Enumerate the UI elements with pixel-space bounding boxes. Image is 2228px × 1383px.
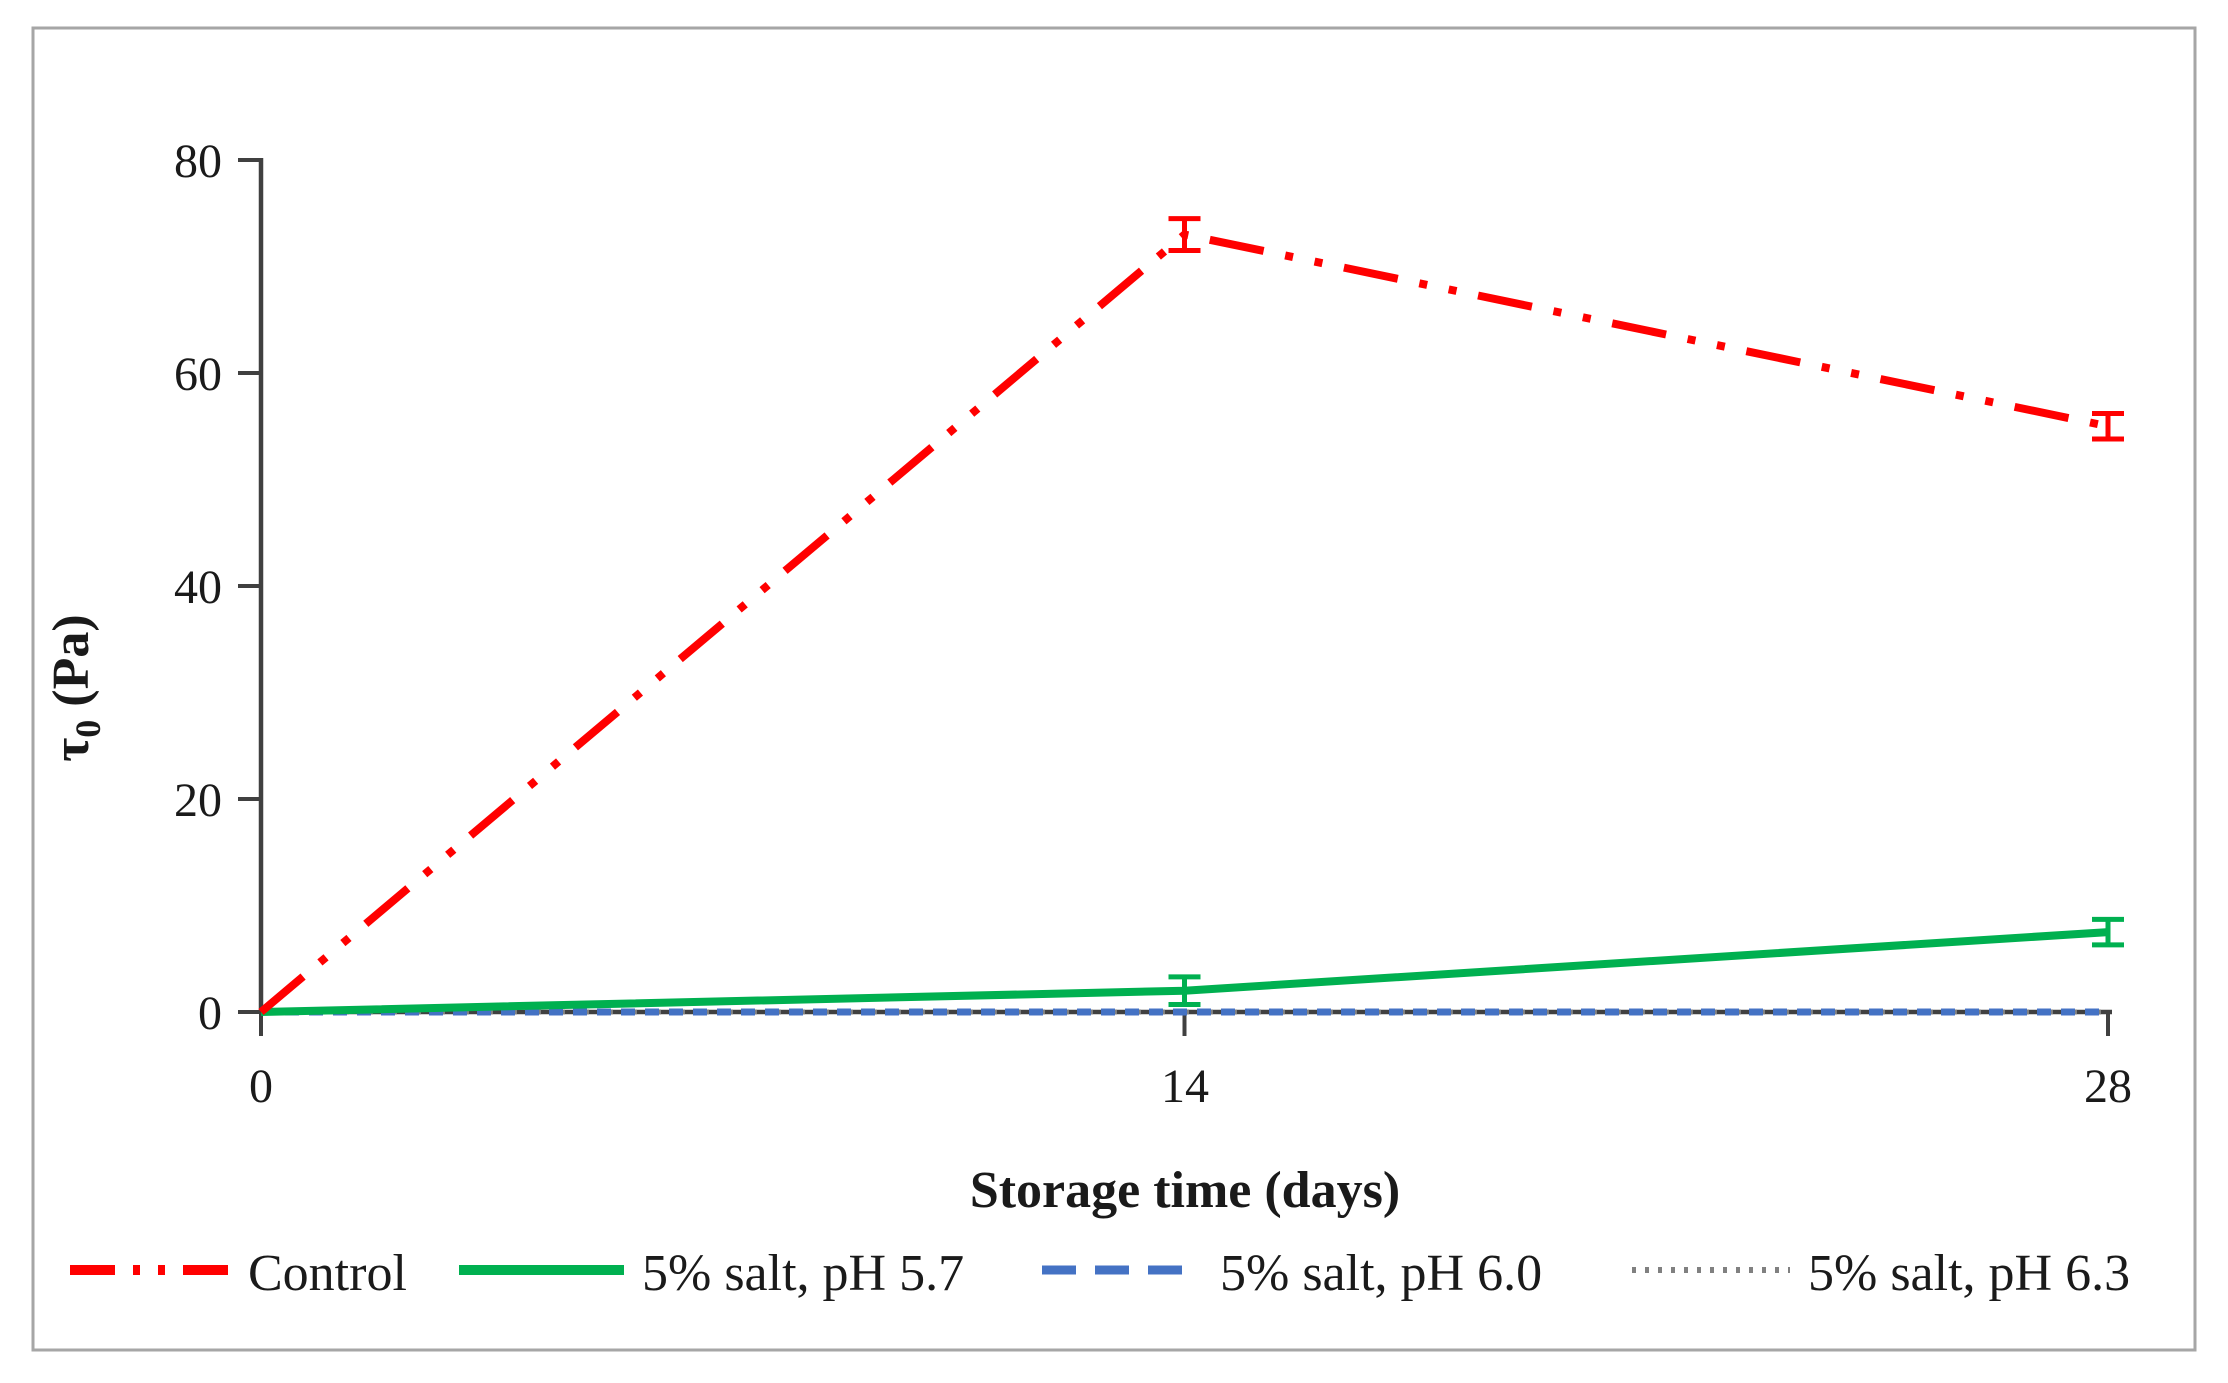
y-tick-40: 40 (174, 561, 222, 614)
plot-layer (238, 158, 2124, 1036)
y-tick-20: 20 (174, 774, 222, 827)
x-tick-14: 14 (1161, 1060, 1209, 1113)
y-axis-tick-labels: 0 20 40 60 80 (174, 135, 222, 1040)
x-axis-title: Storage time (days) (970, 1162, 1400, 1219)
legend-label-ph63: 5% salt, pH 6.3 (1808, 1245, 2130, 1302)
chart-frame (31, 26, 2197, 1352)
legend-label-control: Control (248, 1245, 407, 1302)
x-tick-0: 0 (249, 1060, 273, 1113)
legend-label-ph57: 5% salt, pH 5.7 (642, 1245, 964, 1302)
y-tick-60: 60 (174, 348, 222, 401)
y-tick-0: 0 (198, 987, 222, 1040)
legend: Control 5% salt, pH 5.7 5% salt, pH 6.0 … (70, 1245, 2130, 1302)
y-axis-title: τ0 (Pa) (43, 614, 108, 761)
x-axis-tick-labels: 0 14 28 (249, 1060, 2132, 1113)
legend-label-ph60: 5% salt, pH 6.0 (1220, 1245, 1542, 1302)
y-tick-80: 80 (174, 135, 222, 188)
x-tick-28: 28 (2084, 1060, 2132, 1113)
